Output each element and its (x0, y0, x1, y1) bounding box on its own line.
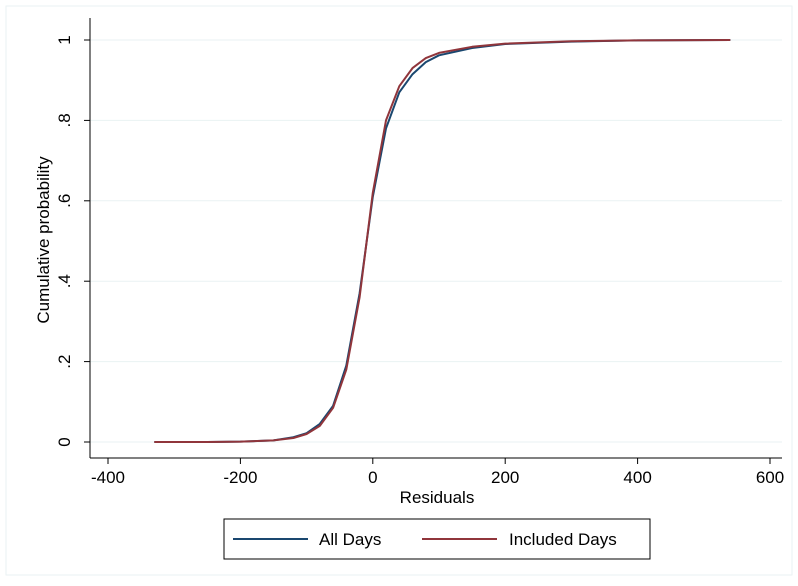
y-tick-label: 0 (55, 437, 74, 446)
y-axis-label: Cumulative probability (34, 156, 53, 324)
legend-label-all-days: All Days (319, 530, 381, 549)
y-tick-label: .4 (55, 274, 74, 288)
x-tick-label: 0 (368, 468, 377, 487)
plot-area (90, 18, 782, 458)
x-tick-label: -200 (223, 468, 257, 487)
x-tick-label: 600 (756, 468, 784, 487)
legend-label-included-days: Included Days (509, 530, 617, 549)
legend: All Days Included Days (223, 518, 651, 560)
x-tick-label: -400 (91, 468, 125, 487)
x-axis-label: Residuals (400, 488, 475, 507)
y-tick-label: .2 (55, 355, 74, 369)
x-axis-ticks: -400 -200 0 200 400 600 (91, 458, 784, 487)
x-tick-label: 200 (491, 468, 519, 487)
series-line-included-days (154, 39, 731, 443)
y-tick-label: .8 (55, 113, 74, 127)
series-lines (154, 39, 731, 443)
x-tick-label: 400 (623, 468, 651, 487)
y-tick-label: 1 (55, 35, 74, 44)
y-axis-ticks: 0 .2 .4 .6 .8 1 (55, 35, 90, 447)
y-tick-label: .6 (55, 194, 74, 208)
